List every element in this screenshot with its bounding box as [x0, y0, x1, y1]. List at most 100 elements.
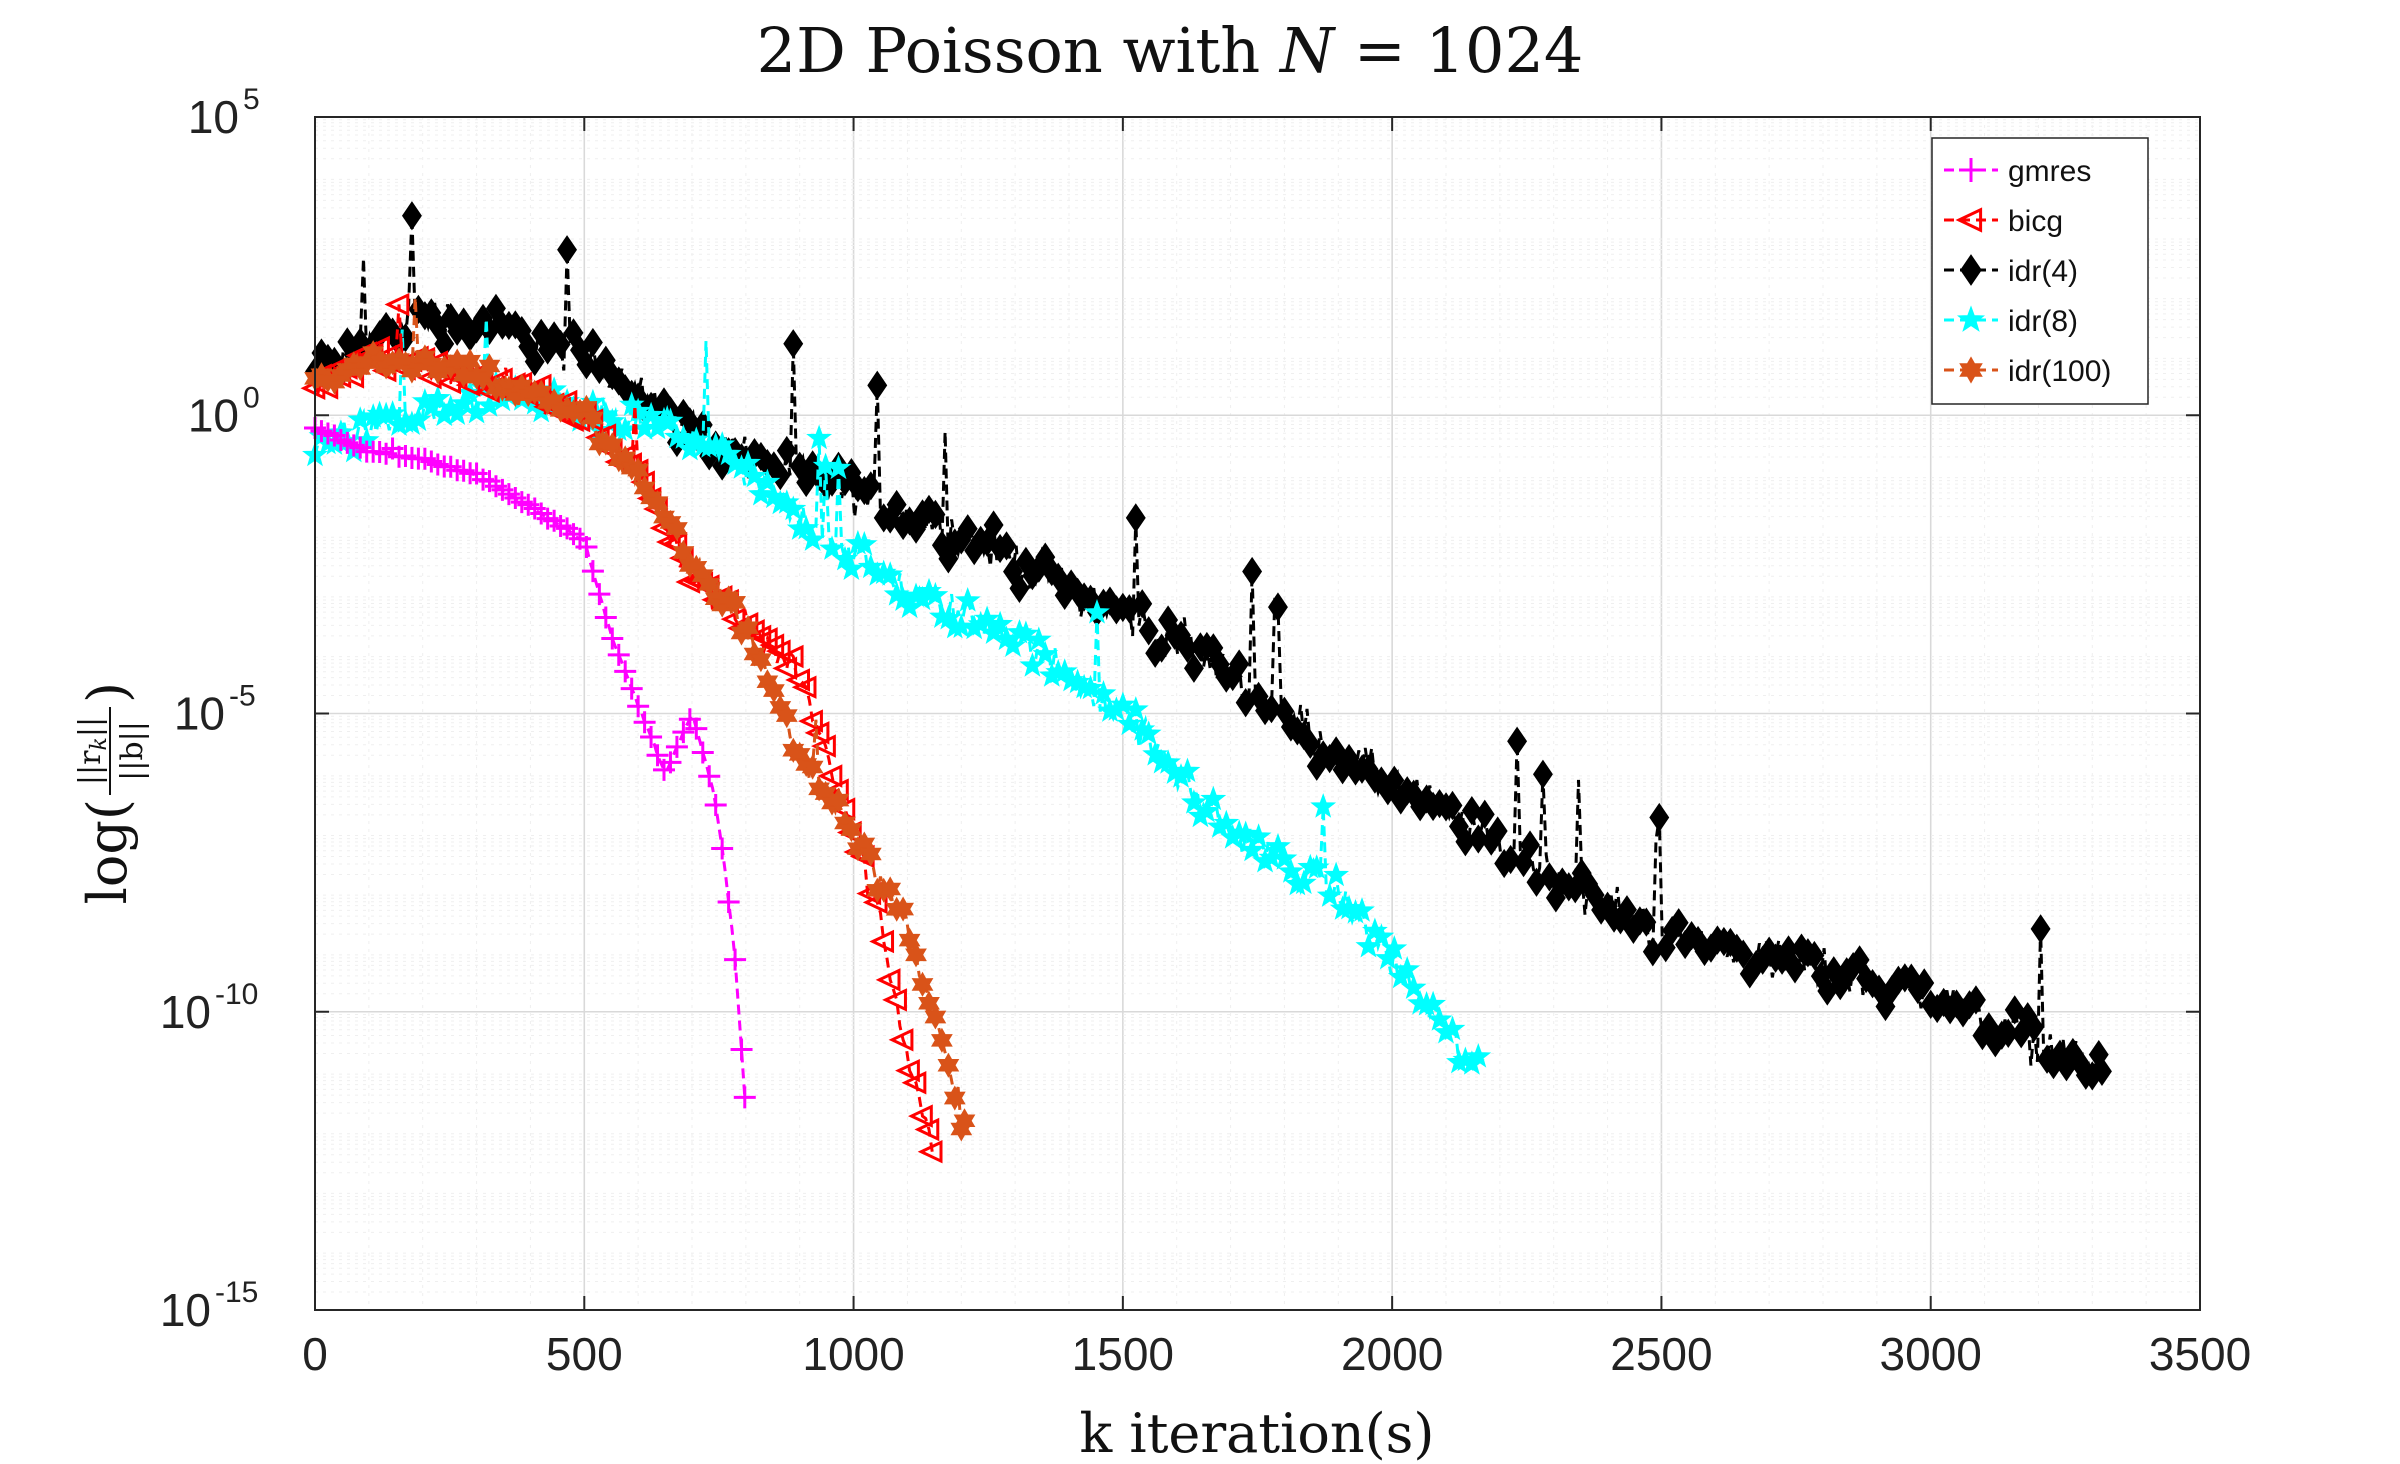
- data-point: [869, 929, 895, 954]
- data-point: [1465, 1043, 1492, 1068]
- legend-item: idr(4): [1944, 254, 2078, 288]
- data-point: [741, 462, 768, 488]
- data-point: [472, 365, 494, 391]
- data-point: [1636, 907, 1657, 937]
- data-point: [1229, 649, 1250, 679]
- data-point: [575, 535, 598, 558]
- data-point: [953, 1108, 976, 1134]
- data-point: [594, 606, 617, 629]
- data-point: [924, 1004, 947, 1030]
- data-point: [875, 968, 901, 992]
- tick-marks: [314, 116, 2201, 1311]
- data-point: [911, 971, 934, 997]
- data-point: [1239, 836, 1266, 862]
- legend-label: idr(100): [2008, 355, 2111, 388]
- x-tick-label: 2500: [1610, 1328, 1712, 1380]
- data-point: [791, 675, 817, 699]
- data-point: [524, 346, 545, 377]
- x-axis-label: k iteration(s): [1080, 1402, 1435, 1464]
- data-point: [879, 876, 902, 902]
- data-point: [1084, 599, 1110, 624]
- data-point: [895, 1058, 920, 1083]
- data-point: [1965, 985, 1986, 1015]
- data-point: [1300, 729, 1321, 759]
- y-tick-base: 10: [188, 91, 239, 143]
- data-point: [670, 424, 697, 449]
- data-point: [1268, 592, 1288, 622]
- data-point: [1290, 869, 1317, 895]
- data-point: [1394, 956, 1421, 981]
- data-point: [1532, 759, 1553, 789]
- data-point: [954, 587, 981, 612]
- data-point: [750, 647, 772, 673]
- data-point: [778, 644, 804, 669]
- data-point: [379, 400, 406, 425]
- data-point: [831, 545, 858, 571]
- data-point: [1500, 844, 1521, 875]
- y-tick-exponent: 0: [243, 381, 260, 414]
- data-point: [922, 581, 949, 607]
- y-axis-label: log( ||rk|| ||b|| ): [73, 682, 150, 905]
- data-point: [772, 656, 798, 681]
- data-point: [877, 561, 904, 586]
- data-point: [817, 764, 843, 788]
- data-point: [801, 754, 824, 780]
- data-point: [907, 1104, 933, 1128]
- data-point: [948, 613, 975, 639]
- data-point: [996, 531, 1017, 561]
- data-point: [2030, 914, 2051, 944]
- data-point: [987, 610, 1014, 636]
- data-point: [452, 362, 475, 388]
- data-point: [1181, 789, 1207, 814]
- data-point: [1316, 882, 1343, 907]
- data-point: [1400, 974, 1427, 1000]
- data-point: [384, 292, 410, 317]
- data-point: [557, 235, 578, 265]
- data-point: [665, 735, 688, 758]
- chart-title-variable: N: [1278, 14, 1337, 87]
- legend: gmres bicg idr(4) idr(8) idr(100): [1931, 137, 2149, 405]
- data-point: [733, 1086, 756, 1109]
- data-point: [1349, 897, 1375, 922]
- data-point: [825, 454, 852, 480]
- data-point: [1914, 968, 1935, 998]
- data-point: [1649, 802, 1670, 833]
- data-point: [1956, 305, 1986, 332]
- x-tick-label: 500: [546, 1328, 623, 1380]
- data-point: [581, 560, 604, 583]
- chart-title-suffix: = 1024: [1334, 14, 1583, 87]
- data-point: [1439, 1015, 1466, 1041]
- data-point: [715, 440, 742, 466]
- data-point: [646, 744, 669, 767]
- data-point: [799, 526, 826, 551]
- data-point: [666, 515, 688, 542]
- data-point: [770, 460, 791, 491]
- legend-label: gmres: [2008, 155, 2091, 188]
- data-point: [711, 837, 734, 860]
- y-axis-label-denominator: ||b||: [115, 721, 150, 781]
- data-point: [937, 1052, 960, 1078]
- y-axis-label-prefix: log(: [76, 799, 139, 904]
- x-tick-label: 2000: [1341, 1328, 1443, 1380]
- y-tick-exponent: -5: [229, 680, 256, 713]
- data-point: [582, 405, 604, 431]
- data-point: [943, 1085, 966, 1111]
- y-axis-label-subscript: k: [87, 737, 112, 750]
- data-point: [812, 452, 839, 478]
- data-point: [640, 725, 663, 748]
- x-tick-label: 1000: [802, 1328, 904, 1380]
- data-point: [1426, 1006, 1453, 1031]
- data-point: [840, 816, 863, 843]
- data-point: [882, 988, 907, 1012]
- data-point: [1277, 858, 1304, 883]
- data-point: [931, 1027, 953, 1053]
- x-tick-label: 1500: [1072, 1328, 1174, 1380]
- data-point: [925, 499, 946, 530]
- y-tick-exponent: 5: [243, 83, 260, 116]
- data-point: [1132, 589, 1153, 619]
- data-point: [1310, 793, 1337, 818]
- data-point: [811, 734, 836, 758]
- data-point: [2092, 1056, 2112, 1087]
- data-point: [1138, 616, 1159, 646]
